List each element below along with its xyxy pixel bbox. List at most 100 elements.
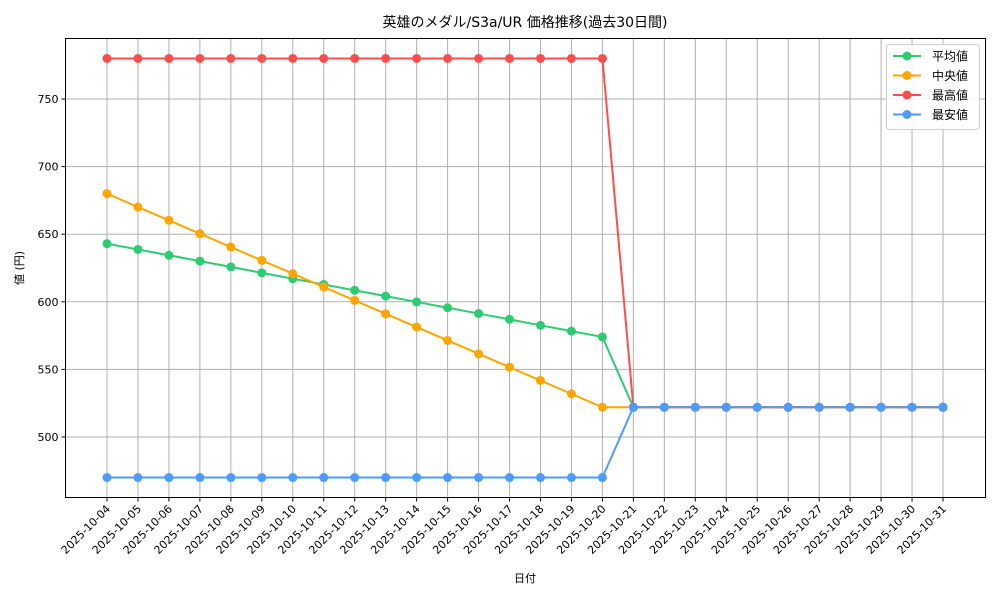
data-point — [350, 53, 360, 63]
data-point — [164, 473, 174, 483]
data-point — [195, 229, 205, 239]
data-point — [566, 389, 576, 399]
data-point — [164, 215, 174, 225]
data-point — [226, 53, 236, 63]
data-point — [257, 53, 267, 63]
data-point — [505, 473, 515, 483]
data-point — [133, 53, 143, 63]
data-point — [226, 473, 236, 483]
legend-marker-icon — [902, 110, 912, 119]
data-point — [319, 282, 329, 292]
data-point — [907, 402, 917, 412]
data-point — [752, 402, 762, 412]
legend-item: 平均値 — [893, 49, 968, 64]
data-point — [597, 473, 607, 483]
data-point — [535, 375, 545, 385]
data-point — [288, 53, 298, 63]
data-point — [381, 473, 391, 483]
data-point — [535, 320, 545, 330]
data-point — [350, 295, 360, 305]
data-point — [628, 402, 638, 412]
data-point — [288, 473, 298, 483]
data-point — [443, 53, 453, 63]
data-point — [257, 255, 267, 265]
data-point — [412, 473, 422, 483]
data-point — [474, 309, 484, 319]
legend-marker-icon — [902, 71, 912, 80]
y-tick-label: 550 — [38, 363, 59, 376]
legend-label: 最高値 — [932, 88, 968, 103]
legend-item: 中央値 — [893, 68, 968, 83]
series-2 — [102, 53, 948, 412]
data-point — [814, 402, 824, 412]
data-point — [102, 473, 112, 483]
data-point — [381, 309, 391, 319]
data-point — [474, 349, 484, 359]
data-point — [845, 402, 855, 412]
data-point — [443, 473, 453, 483]
data-point — [195, 256, 205, 266]
data-point — [257, 473, 267, 483]
plot-frame — [65, 38, 986, 498]
data-point — [690, 402, 700, 412]
y-axis-label: 値 (円) — [13, 251, 26, 285]
data-point — [350, 285, 360, 295]
series-1 — [102, 189, 948, 412]
data-point — [597, 53, 607, 63]
data-point — [102, 53, 112, 63]
data-point — [783, 402, 793, 412]
series-lines — [102, 53, 948, 483]
legend-marker-icon — [902, 90, 912, 100]
series-line — [106, 192, 943, 409]
grid-lines — [65, 38, 986, 498]
data-point — [535, 53, 545, 63]
data-point — [474, 473, 484, 483]
data-point — [505, 362, 515, 372]
legend-item: 最安値 — [893, 107, 968, 122]
data-point — [876, 402, 886, 412]
data-point — [938, 402, 948, 412]
legend-item: 最高値 — [893, 88, 968, 103]
y-tick-label: 650 — [38, 228, 59, 241]
data-point — [319, 473, 329, 483]
data-point — [164, 53, 174, 63]
data-point — [226, 242, 236, 252]
data-point — [412, 297, 422, 307]
data-point — [319, 53, 329, 63]
data-point — [288, 269, 298, 279]
data-point — [133, 473, 143, 483]
legend-marker-icon — [902, 51, 912, 61]
data-point — [226, 262, 236, 272]
legend-label: 平均値 — [932, 49, 968, 64]
data-point — [659, 402, 669, 412]
y-tick-label: 700 — [38, 161, 59, 174]
data-point — [597, 402, 607, 412]
data-point — [443, 303, 453, 313]
data-point — [257, 268, 267, 278]
data-point — [133, 244, 143, 254]
data-point — [412, 322, 422, 332]
data-point — [566, 326, 576, 336]
y-tick-label: 500 — [38, 431, 59, 444]
data-point — [566, 473, 576, 483]
series-0 — [102, 239, 948, 412]
data-point — [505, 53, 515, 63]
data-point — [381, 53, 391, 63]
x-axis-label: 日付 — [514, 572, 536, 585]
legend-box — [886, 44, 980, 130]
data-point — [195, 473, 205, 483]
data-point — [535, 473, 545, 483]
data-point — [102, 239, 112, 249]
data-point — [350, 473, 360, 483]
data-point — [381, 291, 391, 301]
data-point — [721, 402, 731, 412]
x-axis-ticks: 2025-10-042025-10-052025-10-062025-10-07… — [59, 497, 949, 557]
y-tick-label: 600 — [38, 296, 59, 309]
data-point — [412, 53, 422, 63]
y-tick-label: 750 — [38, 93, 59, 106]
data-point — [164, 250, 174, 260]
y-axis-ticks: 500 550 600 650 700 750 — [38, 93, 66, 444]
series-line — [107, 57, 943, 409]
